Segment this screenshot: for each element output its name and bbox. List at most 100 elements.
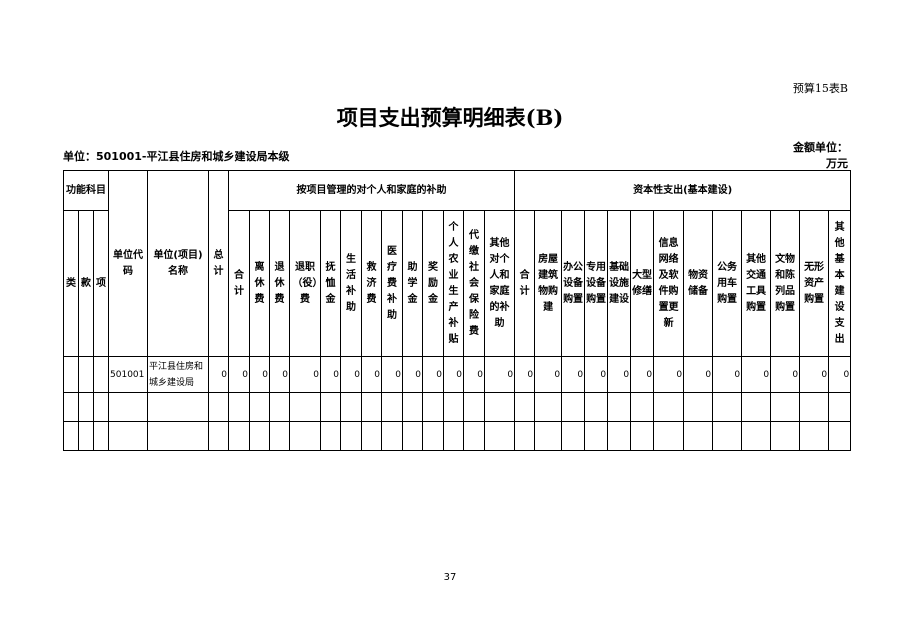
empty-cell [770,421,801,451]
value-cell: 0 [463,356,486,393]
value-cell: 0 [799,356,830,393]
value-cell: 0 [320,356,342,393]
unit-label: 单位：501001-平江县住房和城乡建设局本级 [63,150,290,163]
value-cell: 0 [402,356,424,393]
empty-cell [484,392,516,422]
empty-cell [289,392,322,422]
empty-cell [514,421,536,451]
column-header: 专用设备购置 [584,210,609,357]
empty-cell [630,392,655,422]
empty-cell [78,392,94,422]
empty-cell [289,421,322,451]
column-header: 公务用车购置 [712,210,743,357]
value-cell: 0 [683,356,714,393]
empty-cell [683,392,714,422]
value-cell: 0 [228,356,251,393]
func-header: 功能科目 [62,170,110,211]
value-cell: 0 [484,356,516,393]
column-header: 退职（役）费 [289,210,322,357]
empty-cell [63,392,79,422]
empty-cell [799,421,830,451]
empty-cell [653,421,685,451]
empty-cell [228,421,251,451]
column-header: 救济费 [361,210,383,357]
value-cell: 0 [561,356,586,393]
group-b-header: 资本性支出(基本建设) [514,170,852,211]
empty-cell [361,421,383,451]
empty-cell [320,421,342,451]
value-cell: 0 [249,356,271,393]
group-a-header: 按项目管理的对个人和家庭的补助 [228,170,516,211]
empty-cell [584,421,609,451]
column-header: 个人农业生产补贴 [443,210,465,357]
value-cell: 0 [361,356,383,393]
empty-cell [208,421,230,451]
value-cell: 0 [712,356,743,393]
empty-cell [63,421,79,451]
empty-cell [514,392,536,422]
page-title: 项目支出预算明细表(B) [336,105,564,130]
empty-cell [381,392,404,422]
column-header: 房屋建筑物购建 [534,210,563,357]
empty-cell [269,421,291,451]
empty-cell [443,421,465,451]
cell [92,356,110,393]
amount-unit-value: 万元 [826,157,848,170]
empty-cell [381,421,404,451]
value-cell: 0 [340,356,363,393]
xiang-header: 项 [92,210,110,357]
empty-cell [147,421,210,451]
empty-cell [828,421,852,451]
value-cell: 0 [770,356,801,393]
value-cell: 0 [514,356,536,393]
value-cell: 0 [828,356,852,393]
value-cell: 0 [584,356,609,393]
value-cell: 0 [630,356,655,393]
empty-cell [228,392,251,422]
empty-cell [463,392,486,422]
cell [78,356,94,393]
empty-cell [208,392,230,422]
empty-cell [402,392,424,422]
empty-cell [607,421,632,451]
empty-cell [443,392,465,422]
value-cell: 0 [381,356,404,393]
column-header: 奖励金 [422,210,445,357]
column-header: 医疗费补助 [381,210,404,357]
column-header: 生活补助 [340,210,363,357]
empty-cell [653,392,685,422]
column-header: 退休费 [269,210,291,357]
row-total: 0 [208,356,230,393]
empty-cell [561,392,586,422]
empty-cell [320,392,342,422]
empty-cell [463,421,486,451]
empty-cell [249,392,271,422]
empty-cell [712,421,743,451]
row-name: 平江县住房和城乡建设局 [147,356,210,393]
empty-cell [741,421,772,451]
value-cell: 0 [653,356,685,393]
column-header: 大型修缮 [630,210,655,357]
empty-cell [108,392,149,422]
column-header: 物资储备 [683,210,714,357]
cell [63,356,79,393]
empty-cell [340,392,363,422]
empty-cell [402,421,424,451]
budget-table: 功能科目 单位代码 单位(项目)名称 总计 按项目管理的对个人和家庭的补助 资本… [62,170,852,451]
name-header: 单位(项目)名称 [147,170,210,357]
column-header: 办公设备购置 [561,210,586,357]
empty-cell [484,421,516,451]
value-cell: 0 [607,356,632,393]
empty-cell [422,392,445,422]
empty-cell [92,421,110,451]
empty-cell [147,392,210,422]
column-header: 其他基本建设支出 [828,210,852,357]
column-header: 离休费 [249,210,271,357]
column-header: 合计 [228,210,251,357]
empty-cell [584,392,609,422]
column-header: 文物和陈列品购置 [770,210,801,357]
empty-cell [361,392,383,422]
empty-cell [741,392,772,422]
column-header: 抚恤金 [320,210,342,357]
